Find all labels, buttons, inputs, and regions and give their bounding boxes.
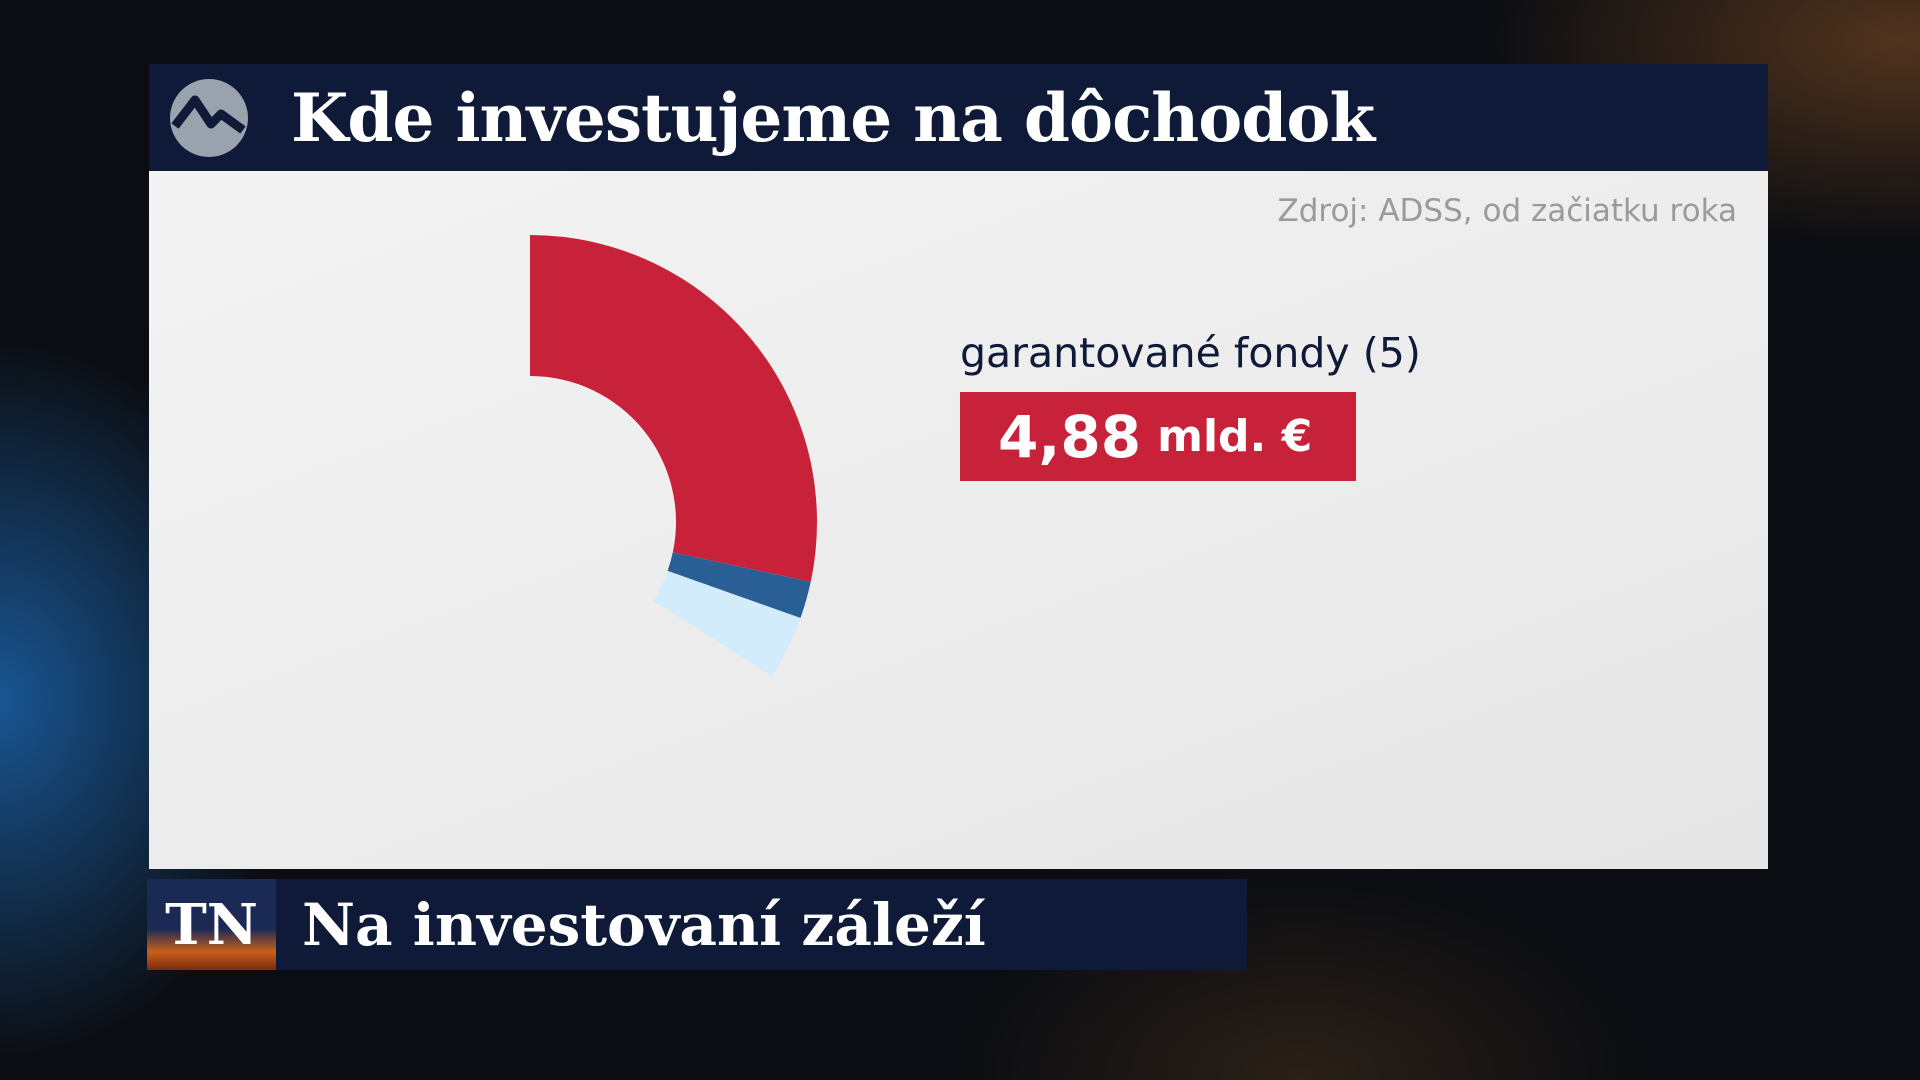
ticker-headline: Na investovaní záleží xyxy=(302,890,986,959)
title: Kde investujeme na dôchodok xyxy=(291,78,1375,157)
chart-panel: Zdroj: ADSS, od začiatku roka garantovan… xyxy=(149,171,1768,869)
donut-segment xyxy=(653,570,801,677)
source-note: Zdroj: ADSS, od začiatku roka xyxy=(1277,193,1737,229)
ticker-logo: TN xyxy=(147,879,276,970)
value-badge: 4,88 mld. € xyxy=(960,392,1356,481)
value-label: 4,88 xyxy=(998,402,1142,471)
donut-segment xyxy=(667,552,811,618)
donut-chart xyxy=(530,235,817,677)
donut-segment xyxy=(530,235,817,582)
channel-logo xyxy=(170,79,248,157)
unit-label: mld. € xyxy=(1157,411,1313,462)
category-label: garantované fondy (5) xyxy=(960,329,1421,377)
ticker-bar: TN Na investovaní záleží xyxy=(147,879,1247,970)
header-bar: Kde investujeme na dôchodok xyxy=(149,64,1768,171)
